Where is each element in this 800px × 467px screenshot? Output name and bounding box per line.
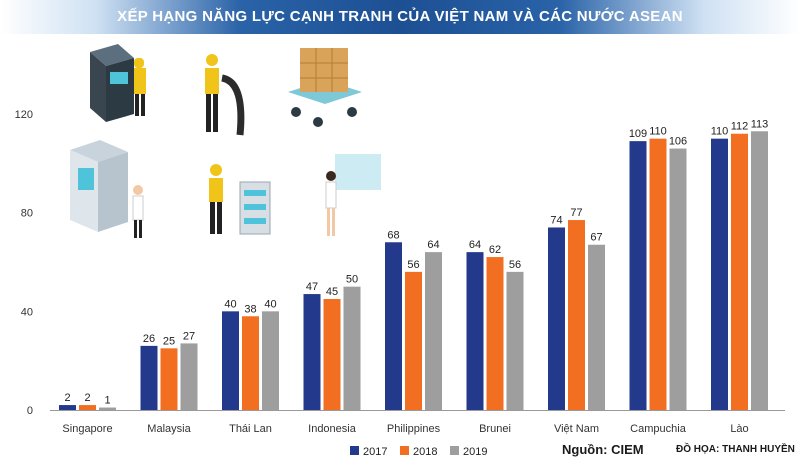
legend-label: 2017: [363, 446, 387, 458]
bar-2019-7: [669, 148, 687, 411]
bar-2019-8: [751, 131, 768, 410]
data-label: 77: [570, 207, 582, 219]
worker-server-illustration: [209, 164, 271, 235]
bar-2018-0: [79, 405, 96, 410]
data-label: 68: [387, 229, 399, 241]
data-label: 62: [489, 244, 501, 256]
data-label: 27: [183, 330, 195, 342]
bar-2018-1: [160, 348, 178, 410]
data-label: 106: [669, 136, 687, 148]
bar-2019-2: [262, 311, 279, 410]
bar-2017-5: [466, 252, 484, 410]
title-bar: [0, 0, 800, 34]
data-label: 112: [731, 121, 749, 133]
data-label: 45: [326, 286, 338, 298]
data-label: 110: [649, 126, 667, 138]
bar-2017-7: [629, 141, 647, 410]
x-category-label: Campuchia: [630, 423, 687, 435]
bar-2018-5: [486, 257, 504, 410]
legend-swatch-2017: [350, 446, 359, 455]
x-category-label: Lào: [730, 423, 748, 435]
chart-title: XẾP HẠNG NĂNG LỰC CẠNH TRANH CỦA VIỆT NA…: [117, 8, 683, 25]
x-category-label: Thái Lan: [229, 423, 272, 435]
x-category-label: Việt Nam: [554, 423, 599, 435]
bar-2019-6: [588, 244, 605, 410]
bar-2018-3: [323, 299, 341, 410]
data-label: 67: [590, 232, 602, 244]
data-label: 40: [224, 298, 236, 310]
data-label: 2: [64, 392, 70, 404]
bar-2018-6: [568, 220, 585, 410]
bar-2019-4: [425, 252, 442, 410]
bar-2017-8: [711, 138, 728, 410]
bar-2017-3: [303, 294, 321, 410]
terminal-worker-illustration: [70, 140, 144, 238]
y-tick-label: 80: [21, 208, 33, 220]
cart-boxes-illustration: [288, 48, 362, 127]
bar-2017-6: [548, 227, 565, 410]
x-category-label: Brunei: [479, 423, 511, 435]
data-label: 50: [346, 274, 358, 286]
bar-2019-1: [180, 343, 198, 410]
data-label: 56: [407, 259, 419, 271]
source-note: Nguồn: CIEM: [562, 442, 644, 457]
legend-swatch-2018: [400, 446, 409, 455]
data-label: 38: [244, 303, 256, 315]
legend-swatch-2019: [450, 446, 459, 455]
data-label: 2: [84, 392, 90, 404]
data-label: 64: [427, 239, 439, 251]
legend-label: 2018: [413, 446, 437, 458]
bar-2017-4: [385, 242, 402, 410]
graphic-credit: ĐỒ HỌA: THANH HUYỀN: [676, 444, 795, 455]
bar-2018-2: [242, 316, 259, 410]
data-label: 26: [143, 333, 155, 345]
bar-2017-0: [59, 405, 76, 410]
woman-screen-illustration: [325, 154, 381, 236]
y-tick-label: 120: [15, 109, 33, 121]
illustrations: [70, 44, 381, 238]
data-label: 74: [550, 214, 562, 226]
data-label: 64: [469, 239, 481, 251]
x-category-label: Philippines: [387, 423, 441, 435]
data-label: 1: [104, 395, 110, 407]
data-label: 110: [711, 126, 729, 138]
data-label: 109: [629, 128, 647, 140]
y-tick-label: 40: [21, 306, 33, 318]
machine-worker-illustration: [90, 44, 146, 122]
legend-label: 2019: [463, 446, 487, 458]
x-category-label: Malaysia: [147, 423, 191, 435]
bar-2019-3: [343, 286, 361, 410]
x-category-label: Singapore: [62, 423, 112, 435]
data-label: 47: [306, 281, 318, 293]
data-label: 113: [751, 118, 769, 130]
bar-2017-1: [140, 345, 158, 410]
bar-2018-7: [649, 138, 667, 410]
y-tick-label: 0: [27, 405, 33, 417]
bar-2017-2: [222, 311, 239, 410]
bar-2019-0: [99, 407, 116, 410]
x-category-label: Indonesia: [308, 423, 357, 435]
bar-2018-4: [405, 271, 422, 410]
bar-2018-8: [731, 133, 748, 410]
data-label: 56: [509, 259, 521, 271]
data-label: 40: [264, 298, 276, 310]
worker-pipe-illustration: [205, 54, 245, 136]
bar-2019-5: [506, 271, 524, 410]
data-label: 25: [163, 335, 175, 347]
